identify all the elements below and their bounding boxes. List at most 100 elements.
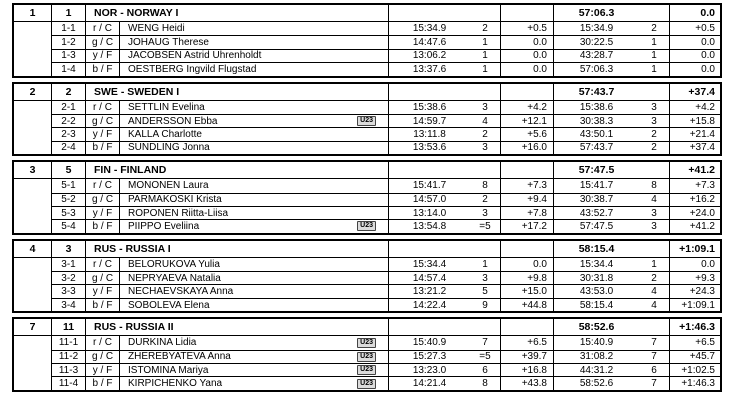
- leg-diff: +6.5: [501, 336, 554, 350]
- header-leg-diff-cell: [501, 162, 554, 179]
- leg-technique: b / F: [86, 220, 120, 233]
- team-bib: 11: [52, 319, 86, 336]
- athlete-name: SUNDLING Jonna: [128, 142, 210, 154]
- leg-number: 1-3: [52, 49, 86, 63]
- cumulative-time: 30:38.3: [579, 115, 614, 127]
- cumulative-time-cell: 43:53.0 4: [554, 285, 670, 298]
- leg-technique: g / C: [86, 193, 120, 206]
- leg-time-cell: 15:27.3 =5: [389, 350, 501, 364]
- leg-diff: +7.8: [501, 206, 554, 220]
- team-total-time: 57:06.3: [578, 7, 615, 19]
- cumulative-time: 57:47.5: [579, 220, 614, 232]
- rank-column-spacer: [14, 179, 52, 233]
- header-leg-diff-cell: [501, 5, 554, 21]
- team-rank: 7: [14, 319, 52, 336]
- leg-rows: 11-1 r / C DURKINA Lidia U23 15:40.9 7 +6…: [52, 336, 720, 390]
- leg-diff: +39.7: [501, 350, 554, 364]
- leg-time: 13:06.2: [412, 50, 447, 62]
- team-result-block: 1 1 NOR - NORWAY I 57:06.3 0.0 1-1 r / C…: [12, 3, 722, 78]
- athlete-name-cell: MONONEN Laura: [120, 179, 389, 193]
- leg-row: 2-3 y / F KALLA Charlotte 13:11.8 2 +5.6 …: [52, 127, 720, 141]
- leg-row: 1-4 b / F OESTBERG Ingvild Flugstad 13:3…: [52, 62, 720, 76]
- cumulative-diff: +15.8: [689, 115, 715, 127]
- athlete-name: PARMAKOSKI Krista: [128, 194, 222, 206]
- header-total-time-cell: 58:15.4: [554, 240, 670, 257]
- leg-technique: g / C: [86, 36, 120, 49]
- athlete-name-cell: WENG Heidi: [120, 22, 389, 36]
- leg-number: 1-4: [52, 63, 86, 76]
- cumulative-time: 15:40.9: [579, 337, 614, 349]
- leg-diff: +5.6: [501, 128, 554, 141]
- leg-rank: 9: [482, 299, 488, 311]
- leg-number: 11-3: [52, 364, 86, 377]
- leg-diff: 0.0: [501, 63, 554, 76]
- leg-rank: 3: [482, 207, 488, 219]
- leg-time: 14:22.4: [412, 299, 447, 311]
- leg-number: 2-1: [52, 100, 86, 114]
- leg-rank: 3: [482, 142, 488, 154]
- leg-time: 13:11.8: [413, 129, 446, 141]
- cumulative-rank: 1: [651, 258, 657, 270]
- leg-rank: 1: [482, 63, 488, 75]
- leg-time-cell: 14:47.6 1: [389, 36, 501, 49]
- cumulative-time: 15:34.4: [579, 258, 614, 270]
- leg-time-cell: 13:53.6 3: [389, 141, 501, 155]
- leg-rows: 5-1 r / C MONONEN Laura 15:41.7 8 +7.3 15…: [52, 179, 720, 233]
- athlete-name: WENG Heidi: [128, 23, 185, 35]
- leg-technique: r / C: [86, 100, 120, 114]
- leg-time: 13:21.2: [412, 286, 447, 298]
- athlete-name: ROPONEN Riitta-Liisa: [128, 207, 229, 219]
- cumulative-time-cell: 15:38.6 3: [554, 100, 670, 114]
- cumulative-time-cell: 30:31.8 2: [554, 272, 670, 285]
- cumulative-rank: 3: [651, 115, 657, 127]
- u23-badge: U23: [357, 378, 376, 389]
- cumulative-diff: +24.3: [689, 286, 715, 298]
- leg-row: 11-1 r / C DURKINA Lidia U23 15:40.9 7 +6…: [52, 336, 720, 350]
- team-bib: 2: [52, 83, 86, 100]
- leg-technique: r / C: [86, 22, 120, 36]
- cumulative-rank: 1: [651, 50, 657, 62]
- cumulative-time-cell: 57:06.3 1: [554, 63, 670, 76]
- leg-rank: =5: [479, 351, 491, 363]
- cumulative-diff: +21.4: [689, 129, 715, 141]
- leg-technique: b / F: [86, 141, 120, 155]
- leg-rank: 3: [482, 101, 488, 113]
- leg-technique: y / F: [86, 128, 120, 141]
- athlete-name: JACOBSEN Astrid Uhrenholdt: [128, 50, 262, 62]
- cumulative-time: 43:50.1: [579, 129, 614, 141]
- cumulative-rank: 1: [651, 63, 657, 75]
- leg-diff: +15.0: [501, 285, 554, 298]
- leg-diff: +16.0: [501, 141, 554, 155]
- leg-diff: 0.0: [501, 49, 554, 63]
- cumulative-time: 43:52.7: [579, 207, 614, 219]
- team-result-block: 4 3 RUS - RUSSIA I 58:15.4 +1:09.1 3-1 r…: [12, 238, 722, 314]
- cumulative-time: 15:41.7: [579, 180, 614, 192]
- leg-time-cell: 14:57.4 3: [389, 272, 501, 285]
- cumulative-rank: 2: [651, 142, 657, 154]
- cumulative-time-cell: 43:50.1 2: [554, 128, 670, 141]
- athlete-name-cell: OESTBERG Ingvild Flugstad: [120, 63, 389, 76]
- header-leg-diff-cell: [501, 83, 554, 100]
- cumulative-time: 15:34.9: [579, 23, 614, 35]
- leg-time-cell: 13:06.2 1: [389, 49, 501, 63]
- cumulative-time: 58:52.6: [579, 378, 614, 390]
- leg-rank: 8: [482, 180, 488, 192]
- header-leg-time-cell: [389, 240, 501, 257]
- team-header-row: 4 3 RUS - RUSSIA I 58:15.4 +1:09.1: [14, 240, 720, 258]
- cumulative-time: 57:43.7: [579, 142, 614, 154]
- leg-diff: +4.2: [501, 100, 554, 114]
- leg-row: 2-4 b / F SUNDLING Jonna 13:53.6 3 +16.0 …: [52, 140, 720, 155]
- team-legs-body: 1-1 r / C WENG Heidi 15:34.9 2 +0.5 15:34…: [14, 22, 720, 76]
- leg-number: 11-1: [52, 336, 86, 350]
- team-rank: 3: [14, 162, 52, 179]
- cumulative-time: 43:28.7: [579, 50, 614, 62]
- athlete-name-cell: JACOBSEN Astrid Uhrenholdt: [120, 49, 389, 63]
- rank-column-spacer: [14, 100, 52, 155]
- cumulative-rank: 2: [651, 23, 657, 35]
- leg-diff: +17.2: [501, 220, 554, 233]
- cumulative-diff: +45.7: [689, 351, 715, 363]
- header-total-time-cell: 57:06.3: [554, 5, 670, 21]
- rank-column-spacer: [14, 257, 52, 312]
- leg-rank: 7: [482, 337, 488, 349]
- leg-rank: 8: [482, 378, 488, 390]
